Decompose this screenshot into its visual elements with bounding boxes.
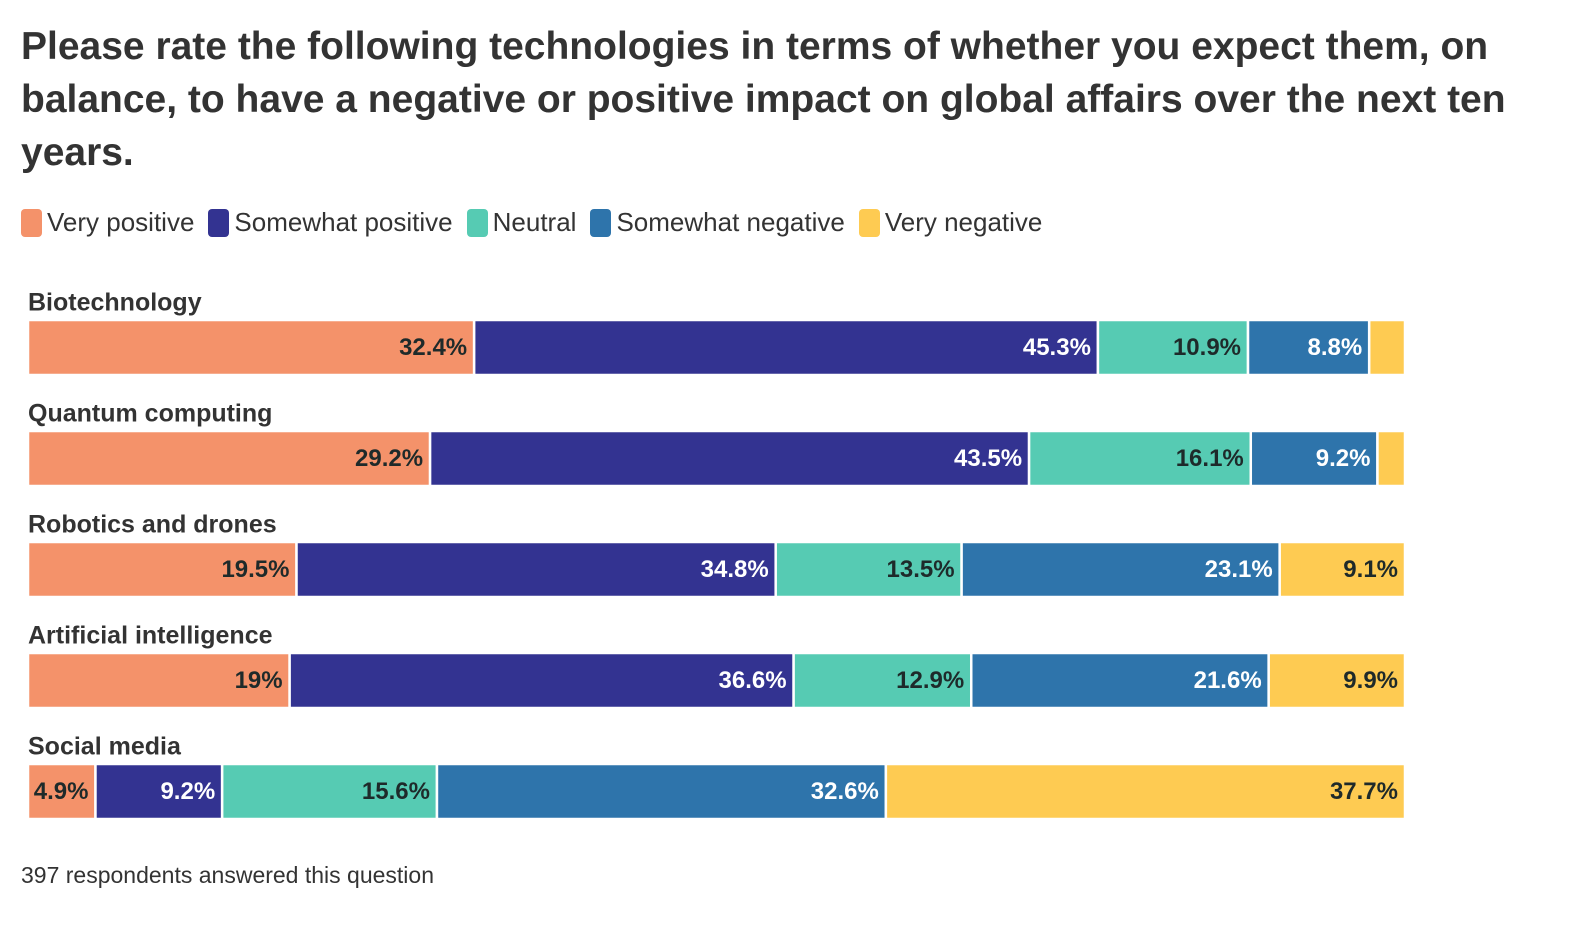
data-label: 19.5% [221, 556, 289, 583]
data-label: 45.3% [1023, 334, 1091, 361]
footnote: 397 respondents answered this question [21, 862, 435, 888]
bar-segment [969, 651, 1270, 710]
data-label: 10.9% [1173, 334, 1241, 361]
data-label: 4.9% [34, 778, 89, 805]
bar-segment [26, 762, 97, 821]
legend-swatch [466, 208, 488, 237]
bar-segment [26, 429, 432, 488]
data-label: 19% [235, 667, 283, 694]
bar-segment [288, 651, 795, 710]
legend-swatch [208, 208, 230, 237]
data-label: 9.1% [1343, 556, 1398, 583]
bar-segment [1376, 429, 1407, 488]
data-label: 8.8% [1307, 334, 1362, 361]
bar-segment [1246, 318, 1371, 377]
legend: Very positive Somewhat positive Neutral Som… [21, 207, 1042, 238]
legend-label: Very positive [47, 207, 195, 237]
bar-segment [1367, 318, 1407, 377]
category-label: Robotics and drones [28, 511, 277, 539]
legend-item: Somewhat positive [208, 207, 453, 238]
legend-label: Very negative [884, 207, 1043, 237]
data-label: 37.7% [1330, 778, 1398, 805]
data-label: 34.8% [701, 556, 769, 583]
category-label: Artificial intelligence [28, 622, 273, 650]
data-label: 43.5% [954, 445, 1022, 472]
legend-item: Neutral [466, 207, 577, 238]
bar-segment [1027, 429, 1253, 488]
bar-segment [884, 762, 1407, 821]
data-label: 21.6% [1194, 667, 1262, 694]
data-label: 32.6% [811, 778, 879, 805]
data-label: 9.2% [1316, 445, 1371, 472]
category-label: Quantum computing [28, 400, 272, 428]
legend-swatch [858, 208, 880, 237]
category-label: Biotechnology [28, 289, 202, 317]
legend-label: Somewhat negative [616, 207, 845, 237]
bar-segment [792, 651, 973, 710]
bar-segment [26, 540, 298, 599]
data-label: 23.1% [1205, 556, 1273, 583]
bar-segment [435, 762, 888, 821]
legend-item: Very positive [21, 207, 194, 238]
data-label: 9.9% [1343, 667, 1398, 694]
legend-item: Very negative [858, 207, 1043, 238]
bar-segment [1096, 318, 1250, 377]
bar-segment [960, 540, 1281, 599]
data-label: 12.9% [896, 667, 964, 694]
legend-item: Somewhat negative [590, 207, 845, 238]
data-label: 15.6% [362, 778, 430, 805]
data-label: 36.6% [719, 667, 787, 694]
bar-segment [295, 540, 777, 599]
category-label: Social media [28, 733, 182, 761]
data-label: 16.1% [1176, 445, 1244, 472]
bar-segment [428, 429, 1031, 488]
bar-segment [220, 762, 439, 821]
bar-segment [1278, 540, 1407, 599]
data-label: 13.5% [887, 556, 955, 583]
bar-segment [26, 318, 476, 377]
legend-label: Somewhat positive [234, 207, 453, 237]
data-label: 9.2% [160, 778, 215, 805]
bar-segment [774, 540, 963, 599]
legend-label: Neutral [492, 207, 577, 237]
data-label: 32.4% [399, 334, 467, 361]
bar-segment [1267, 651, 1407, 710]
legend-swatch [21, 208, 42, 237]
bar-segment [472, 318, 1100, 377]
chart-title: Please rate the following technologies i… [21, 25, 1506, 174]
legend-swatch [590, 208, 612, 237]
data-label: 29.2% [355, 445, 423, 472]
